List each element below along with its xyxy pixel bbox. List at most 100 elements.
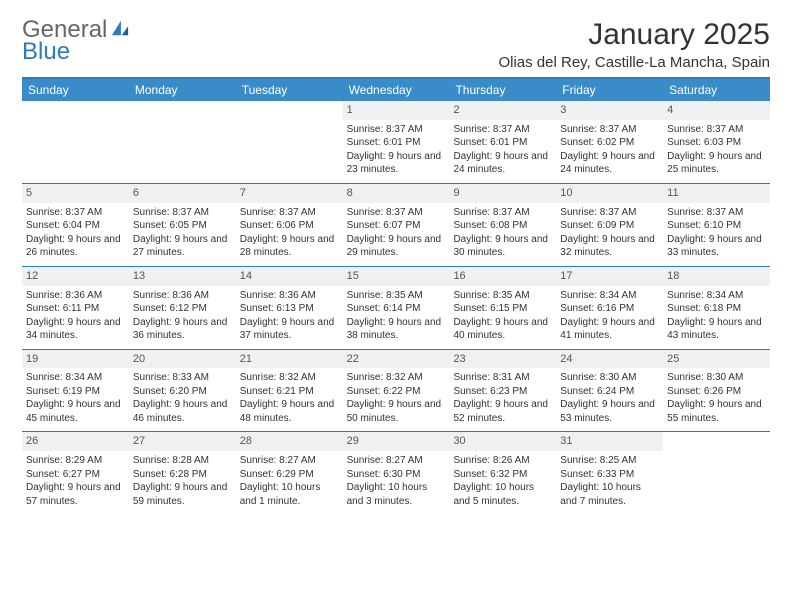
weekday-header: Sunday xyxy=(22,79,129,101)
sunset-line: Sunset: 6:06 PM xyxy=(240,219,339,233)
sunset-line: Sunset: 6:09 PM xyxy=(560,219,659,233)
day-cell xyxy=(22,101,129,183)
sunrise-line: Sunrise: 8:30 AM xyxy=(667,371,766,385)
week-row: 1Sunrise: 8:37 AMSunset: 6:01 PMDaylight… xyxy=(22,101,770,183)
day-cell xyxy=(129,101,236,183)
sunrise-line: Sunrise: 8:37 AM xyxy=(347,206,446,220)
sunrise-line: Sunrise: 8:37 AM xyxy=(560,206,659,220)
sunrise-line: Sunrise: 8:37 AM xyxy=(667,123,766,137)
week-row: 12Sunrise: 8:36 AMSunset: 6:11 PMDayligh… xyxy=(22,266,770,349)
sunrise-line: Sunrise: 8:25 AM xyxy=(560,454,659,468)
day-number: 5 xyxy=(22,184,129,203)
sunrise-line: Sunrise: 8:27 AM xyxy=(240,454,339,468)
day-cell: 6Sunrise: 8:37 AMSunset: 6:05 PMDaylight… xyxy=(129,184,236,266)
daylight-line: Daylight: 9 hours and 27 minutes. xyxy=(133,233,232,260)
day-cell: 24Sunrise: 8:30 AMSunset: 6:24 PMDayligh… xyxy=(556,350,663,432)
daylight-line: Daylight: 9 hours and 59 minutes. xyxy=(133,481,232,508)
daylight-line: Daylight: 9 hours and 28 minutes. xyxy=(240,233,339,260)
daylight-line: Daylight: 9 hours and 55 minutes. xyxy=(667,398,766,425)
weekday-header: Monday xyxy=(129,79,236,101)
day-cell: 26Sunrise: 8:29 AMSunset: 6:27 PMDayligh… xyxy=(22,432,129,514)
day-cell: 28Sunrise: 8:27 AMSunset: 6:29 PMDayligh… xyxy=(236,432,343,514)
sunset-line: Sunset: 6:02 PM xyxy=(560,136,659,150)
sunrise-line: Sunrise: 8:37 AM xyxy=(133,206,232,220)
logo-sail-icon xyxy=(110,18,130,42)
weekday-header: Thursday xyxy=(449,79,556,101)
daylight-line: Daylight: 9 hours and 57 minutes. xyxy=(26,481,125,508)
day-number: 29 xyxy=(343,432,450,451)
sunrise-line: Sunrise: 8:31 AM xyxy=(453,371,552,385)
day-cell xyxy=(663,432,770,514)
day-cell: 13Sunrise: 8:36 AMSunset: 6:12 PMDayligh… xyxy=(129,267,236,349)
daylight-line: Daylight: 10 hours and 1 minute. xyxy=(240,481,339,508)
day-number: 7 xyxy=(236,184,343,203)
sunset-line: Sunset: 6:20 PM xyxy=(133,385,232,399)
day-number: 21 xyxy=(236,350,343,369)
daylight-line: Daylight: 9 hours and 36 minutes. xyxy=(133,316,232,343)
day-cell: 2Sunrise: 8:37 AMSunset: 6:01 PMDaylight… xyxy=(449,101,556,183)
daylight-line: Daylight: 9 hours and 29 minutes. xyxy=(347,233,446,260)
sunrise-line: Sunrise: 8:34 AM xyxy=(26,371,125,385)
sunrise-line: Sunrise: 8:36 AM xyxy=(133,289,232,303)
daylight-line: Daylight: 9 hours and 53 minutes. xyxy=(560,398,659,425)
daylight-line: Daylight: 10 hours and 3 minutes. xyxy=(347,481,446,508)
day-number: 16 xyxy=(449,267,556,286)
day-number: 2 xyxy=(449,101,556,120)
sunrise-line: Sunrise: 8:28 AM xyxy=(133,454,232,468)
sunrise-line: Sunrise: 8:37 AM xyxy=(26,206,125,220)
title-block: January 2025 Olias del Rey, Castille-La … xyxy=(498,18,770,71)
sunrise-line: Sunrise: 8:37 AM xyxy=(347,123,446,137)
day-cell: 9Sunrise: 8:37 AMSunset: 6:08 PMDaylight… xyxy=(449,184,556,266)
sunrise-line: Sunrise: 8:29 AM xyxy=(26,454,125,468)
day-cell: 14Sunrise: 8:36 AMSunset: 6:13 PMDayligh… xyxy=(236,267,343,349)
sunrise-line: Sunrise: 8:34 AM xyxy=(560,289,659,303)
day-number: 8 xyxy=(343,184,450,203)
sunset-line: Sunset: 6:04 PM xyxy=(26,219,125,233)
daylight-line: Daylight: 9 hours and 26 minutes. xyxy=(26,233,125,260)
day-number: 26 xyxy=(22,432,129,451)
sunrise-line: Sunrise: 8:27 AM xyxy=(347,454,446,468)
day-cell: 15Sunrise: 8:35 AMSunset: 6:14 PMDayligh… xyxy=(343,267,450,349)
day-cell: 3Sunrise: 8:37 AMSunset: 6:02 PMDaylight… xyxy=(556,101,663,183)
sunset-line: Sunset: 6:14 PM xyxy=(347,302,446,316)
day-cell: 27Sunrise: 8:28 AMSunset: 6:28 PMDayligh… xyxy=(129,432,236,514)
sunrise-line: Sunrise: 8:32 AM xyxy=(240,371,339,385)
sunset-line: Sunset: 6:26 PM xyxy=(667,385,766,399)
daylight-line: Daylight: 9 hours and 43 minutes. xyxy=(667,316,766,343)
sunrise-line: Sunrise: 8:37 AM xyxy=(667,206,766,220)
daylight-line: Daylight: 9 hours and 40 minutes. xyxy=(453,316,552,343)
daylight-line: Daylight: 9 hours and 38 minutes. xyxy=(347,316,446,343)
daylight-line: Daylight: 9 hours and 41 minutes. xyxy=(560,316,659,343)
day-cell: 4Sunrise: 8:37 AMSunset: 6:03 PMDaylight… xyxy=(663,101,770,183)
sunset-line: Sunset: 6:12 PM xyxy=(133,302,232,316)
day-cell: 20Sunrise: 8:33 AMSunset: 6:20 PMDayligh… xyxy=(129,350,236,432)
daylight-line: Daylight: 9 hours and 30 minutes. xyxy=(453,233,552,260)
day-number: 6 xyxy=(129,184,236,203)
week-row: 19Sunrise: 8:34 AMSunset: 6:19 PMDayligh… xyxy=(22,349,770,432)
day-number: 19 xyxy=(22,350,129,369)
day-number: 14 xyxy=(236,267,343,286)
day-number: 23 xyxy=(449,350,556,369)
sunset-line: Sunset: 6:10 PM xyxy=(667,219,766,233)
weekday-header: Friday xyxy=(556,79,663,101)
day-cell: 18Sunrise: 8:34 AMSunset: 6:18 PMDayligh… xyxy=(663,267,770,349)
day-number: 10 xyxy=(556,184,663,203)
header: GeneralBlue January 2025 Olias del Rey, … xyxy=(22,18,770,71)
day-number: 25 xyxy=(663,350,770,369)
weekday-row: SundayMondayTuesdayWednesdayThursdayFrid… xyxy=(22,79,770,101)
sunset-line: Sunset: 6:30 PM xyxy=(347,468,446,482)
daylight-line: Daylight: 9 hours and 25 minutes. xyxy=(667,150,766,177)
sunset-line: Sunset: 6:03 PM xyxy=(667,136,766,150)
day-cell: 10Sunrise: 8:37 AMSunset: 6:09 PMDayligh… xyxy=(556,184,663,266)
sunset-line: Sunset: 6:18 PM xyxy=(667,302,766,316)
sunrise-line: Sunrise: 8:36 AM xyxy=(26,289,125,303)
sunrise-line: Sunrise: 8:37 AM xyxy=(453,123,552,137)
sunrise-line: Sunrise: 8:36 AM xyxy=(240,289,339,303)
day-cell: 22Sunrise: 8:32 AMSunset: 6:22 PMDayligh… xyxy=(343,350,450,432)
weekday-header: Tuesday xyxy=(236,79,343,101)
daylight-line: Daylight: 10 hours and 5 minutes. xyxy=(453,481,552,508)
sunset-line: Sunset: 6:13 PM xyxy=(240,302,339,316)
day-cell: 30Sunrise: 8:26 AMSunset: 6:32 PMDayligh… xyxy=(449,432,556,514)
day-cell: 16Sunrise: 8:35 AMSunset: 6:15 PMDayligh… xyxy=(449,267,556,349)
day-cell: 12Sunrise: 8:36 AMSunset: 6:11 PMDayligh… xyxy=(22,267,129,349)
